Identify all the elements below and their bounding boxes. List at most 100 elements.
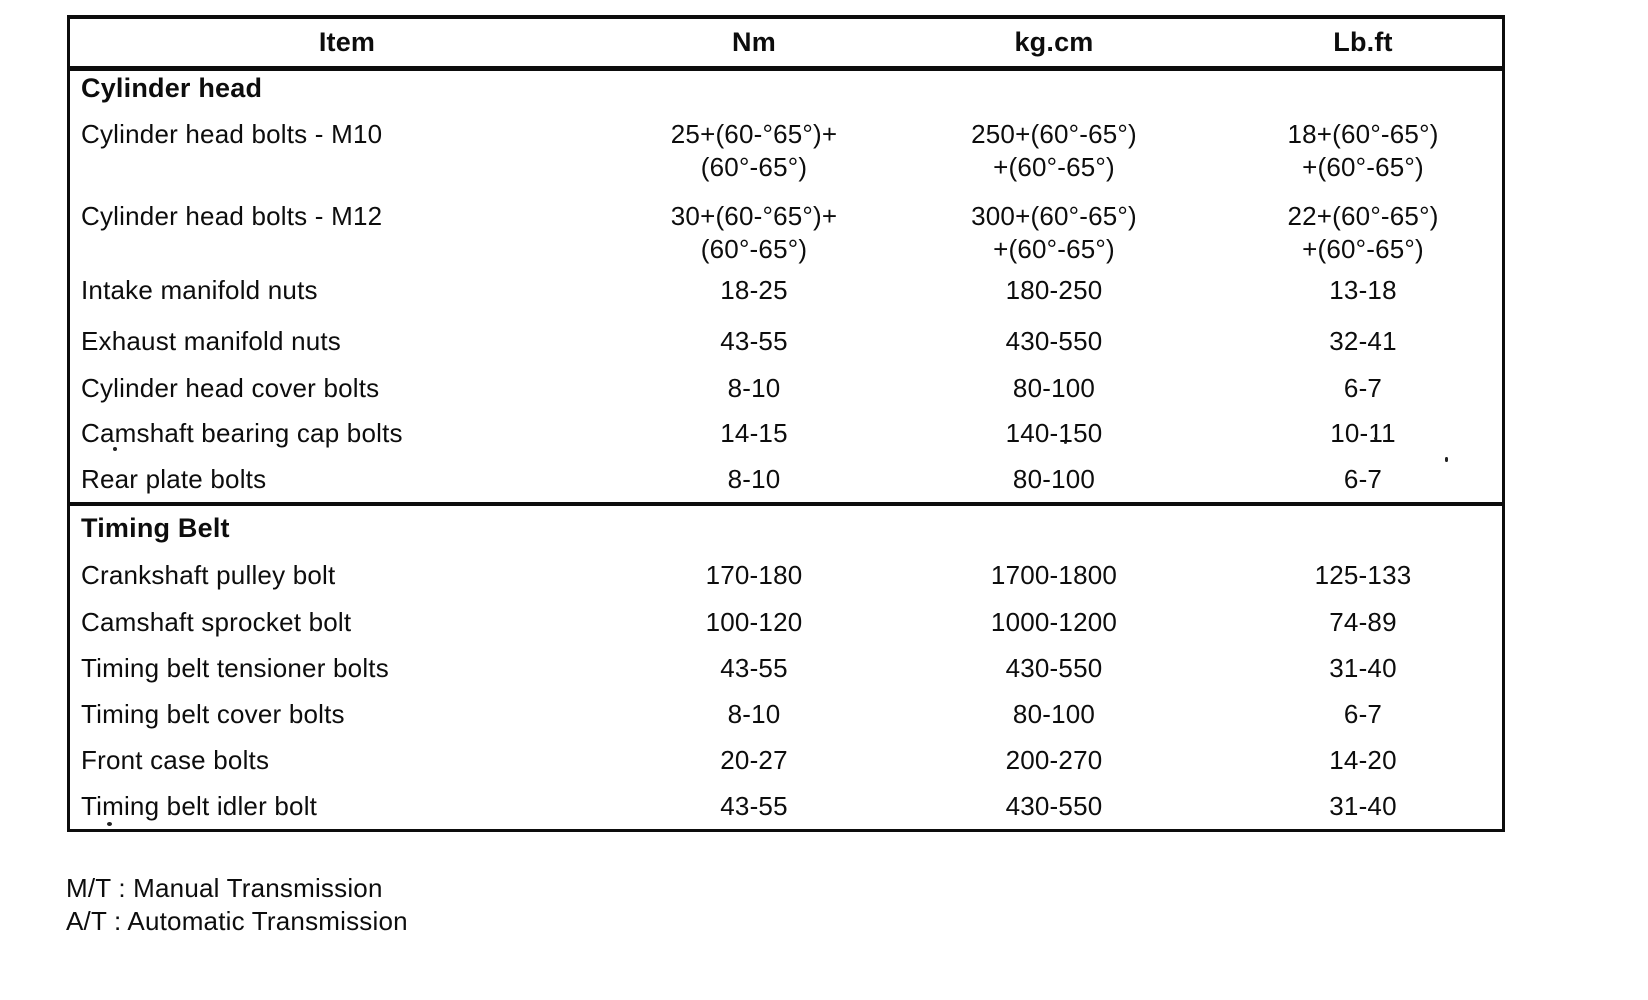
value-line: Front case bolts <box>81 744 270 775</box>
section-title: Timing Belt <box>81 513 230 543</box>
value-line: 80-100 <box>1012 463 1096 494</box>
value-line: 18-25 <box>720 275 788 305</box>
value-line: +(60°-65°) <box>1302 234 1424 264</box>
cell-nm: 170-180 <box>624 559 884 592</box>
value-line: Timing belt idler bolt <box>81 790 318 821</box>
value-line: 14-15 <box>720 418 788 448</box>
value-line: 30+(60-°65°)+(60°-65°) <box>670 201 838 264</box>
cell-nm: 25+(60-°65°)+(60°-65°) <box>624 105 884 184</box>
value-line: Cylinder head bolts - M12 <box>81 201 383 231</box>
section-title: Cylinder head <box>81 72 263 103</box>
section-divider <box>70 502 1502 506</box>
scan-speck <box>1374 437 1377 440</box>
cell-item: Crankshaft pulley bolt <box>70 559 624 592</box>
value-line: 18+(60°-65°) <box>1287 119 1439 149</box>
cell-nm: 43-55 <box>624 325 884 358</box>
cell-kgcm: 1700-1800 <box>884 559 1224 592</box>
cell-kgcm: 200-270 <box>884 744 1224 777</box>
footnote-manual-transmission: M/T : Manual Transmission <box>66 873 383 903</box>
cell-kgcm: 1000-1200 <box>884 606 1224 639</box>
cell-kgcm: 80-100 <box>884 698 1224 731</box>
cell-kgcm: 80-100 <box>884 463 1224 496</box>
value-line: 1000-1200 <box>990 606 1118 637</box>
cell-lbft: 32-41 <box>1224 325 1502 358</box>
scan-speck <box>1064 441 1067 444</box>
value-line: 8-10 <box>727 698 781 729</box>
cell-nm: 8-10 <box>624 372 884 405</box>
table-row: Rear plate bolts 8-10 80-100 6-7 <box>70 456 1502 502</box>
cell-kgcm: 430-550 <box>884 652 1224 685</box>
value-line: 430-550 <box>1005 652 1103 683</box>
value-line: 43-55 <box>720 790 788 821</box>
value-line: Cylinder head bolts - M10 <box>81 119 383 149</box>
cell-lbft: 31-40 <box>1224 652 1502 685</box>
cell-lbft: 13-18 <box>1224 274 1502 307</box>
value-line: 22+(60°-65°) <box>1287 201 1439 231</box>
value-line: 170-180 <box>705 559 803 590</box>
section-title-row: Timing Belt <box>70 506 1502 551</box>
value-line: 250+(60°-65°) <box>971 119 1137 149</box>
table-row: Camshaft bearing cap bolts 14-15 140-150 10… <box>70 411 1502 456</box>
scan-speck <box>1445 457 1448 462</box>
footnote-automatic-transmission: A/T : Automatic Transmission <box>66 906 408 936</box>
value-line: 32-41 <box>1329 326 1397 356</box>
value-line: 6-7 <box>1343 463 1383 494</box>
value-line: 1700-1800 <box>990 559 1118 590</box>
cell-kgcm: 140-150 <box>884 417 1224 450</box>
column-header-nm: Nm <box>732 27 776 57</box>
value-line: +(60°-65°) <box>993 152 1115 182</box>
cell-kgcm: 250+(60°-65°) +(60°-65°) <box>884 105 1224 184</box>
cell-kgcm: 300+(60°-65°) +(60°-65°) <box>884 187 1224 266</box>
cell-item: Cylinder head bolts - M10 <box>70 105 624 151</box>
cell-item: Camshaft bearing cap bolts <box>70 417 624 450</box>
torque-spec-table: Item Nm kg.cm Lb.ft Cylinder head Cylinde… <box>67 15 1505 832</box>
value-line: 140-150 <box>1005 418 1103 448</box>
cell-item: Camshaft sprocket bolt <box>70 606 624 639</box>
cell-nm: 14-15 <box>624 417 884 450</box>
value-line: 13-18 <box>1329 275 1397 305</box>
value-line: Camshaft bearing cap bolts <box>81 418 403 448</box>
value-line: 20-27 <box>720 744 788 775</box>
value-line: 180-250 <box>1005 275 1103 305</box>
value-line: 6-7 <box>1343 698 1383 729</box>
table-row: Cylinder head cover bolts 8-10 80-100 6-7 <box>70 365 1502 411</box>
value-line: 80-100 <box>1012 372 1096 403</box>
cell-lbft: 14-20 <box>1224 744 1502 777</box>
value-line: 6-7 <box>1343 372 1383 403</box>
table-row: Timing belt idler bolt 43-55 430-550 31-40 <box>70 783 1502 829</box>
cell-lbft: 22+(60°-65°) +(60°-65°) <box>1224 187 1502 266</box>
value-line: +(60°-65°) <box>993 234 1115 264</box>
table-row: Crankshaft pulley bolt 170-180 1700-1800 12… <box>70 551 1502 599</box>
table-body: Cylinder head Cylinder head bolts - M10 25… <box>70 71 1502 829</box>
cell-kgcm: 80-100 <box>884 372 1224 405</box>
cell-item: Timing belt idler bolt <box>70 790 624 823</box>
value-line: 125-133 <box>1314 559 1412 590</box>
value-line: 100-120 <box>705 606 803 637</box>
value-line: 74-89 <box>1329 606 1397 637</box>
table-row: Timing belt tensioner bolts 43-55 430-550 3… <box>70 645 1502 691</box>
cell-nm: 43-55 <box>624 790 884 823</box>
cell-kgcm: 430-550 <box>884 790 1224 823</box>
column-header-lbft: Lb.ft <box>1333 27 1393 57</box>
value-line: Timing belt tensioner bolts <box>81 652 389 683</box>
scan-speck <box>107 822 112 826</box>
value-line: 31-40 <box>1329 790 1397 821</box>
value-line: 8-10 <box>727 372 781 403</box>
cell-nm: 30+(60-°65°)+(60°-65°) <box>624 187 884 266</box>
cell-item: Timing belt cover bolts <box>70 698 624 731</box>
table-row: Intake manifold nuts 18-25 180-250 13-18 <box>70 263 1502 318</box>
table-row: Exhaust manifold nuts 43-55 430-550 32-41 <box>70 318 1502 365</box>
value-line: Intake manifold nuts <box>81 275 318 305</box>
cell-kgcm: 430-550 <box>884 325 1224 358</box>
cell-item: Cylinder head bolts - M12 <box>70 187 624 233</box>
value-line: Crankshaft pulley bolt <box>81 559 336 590</box>
cell-nm: 100-120 <box>624 606 884 639</box>
table-header-row: Item Nm kg.cm Lb.ft <box>70 19 1502 71</box>
cell-nm: 20-27 <box>624 744 884 777</box>
table-row: Cylinder head bolts - M12 30+(60-°65°)+(6… <box>70 187 1502 266</box>
table-row: Camshaft sprocket bolt 100-120 1000-1200 74… <box>70 599 1502 645</box>
cell-nm: 8-10 <box>624 698 884 731</box>
cell-nm: 8-10 <box>624 463 884 496</box>
cell-item: Cylinder head cover bolts <box>70 372 624 405</box>
